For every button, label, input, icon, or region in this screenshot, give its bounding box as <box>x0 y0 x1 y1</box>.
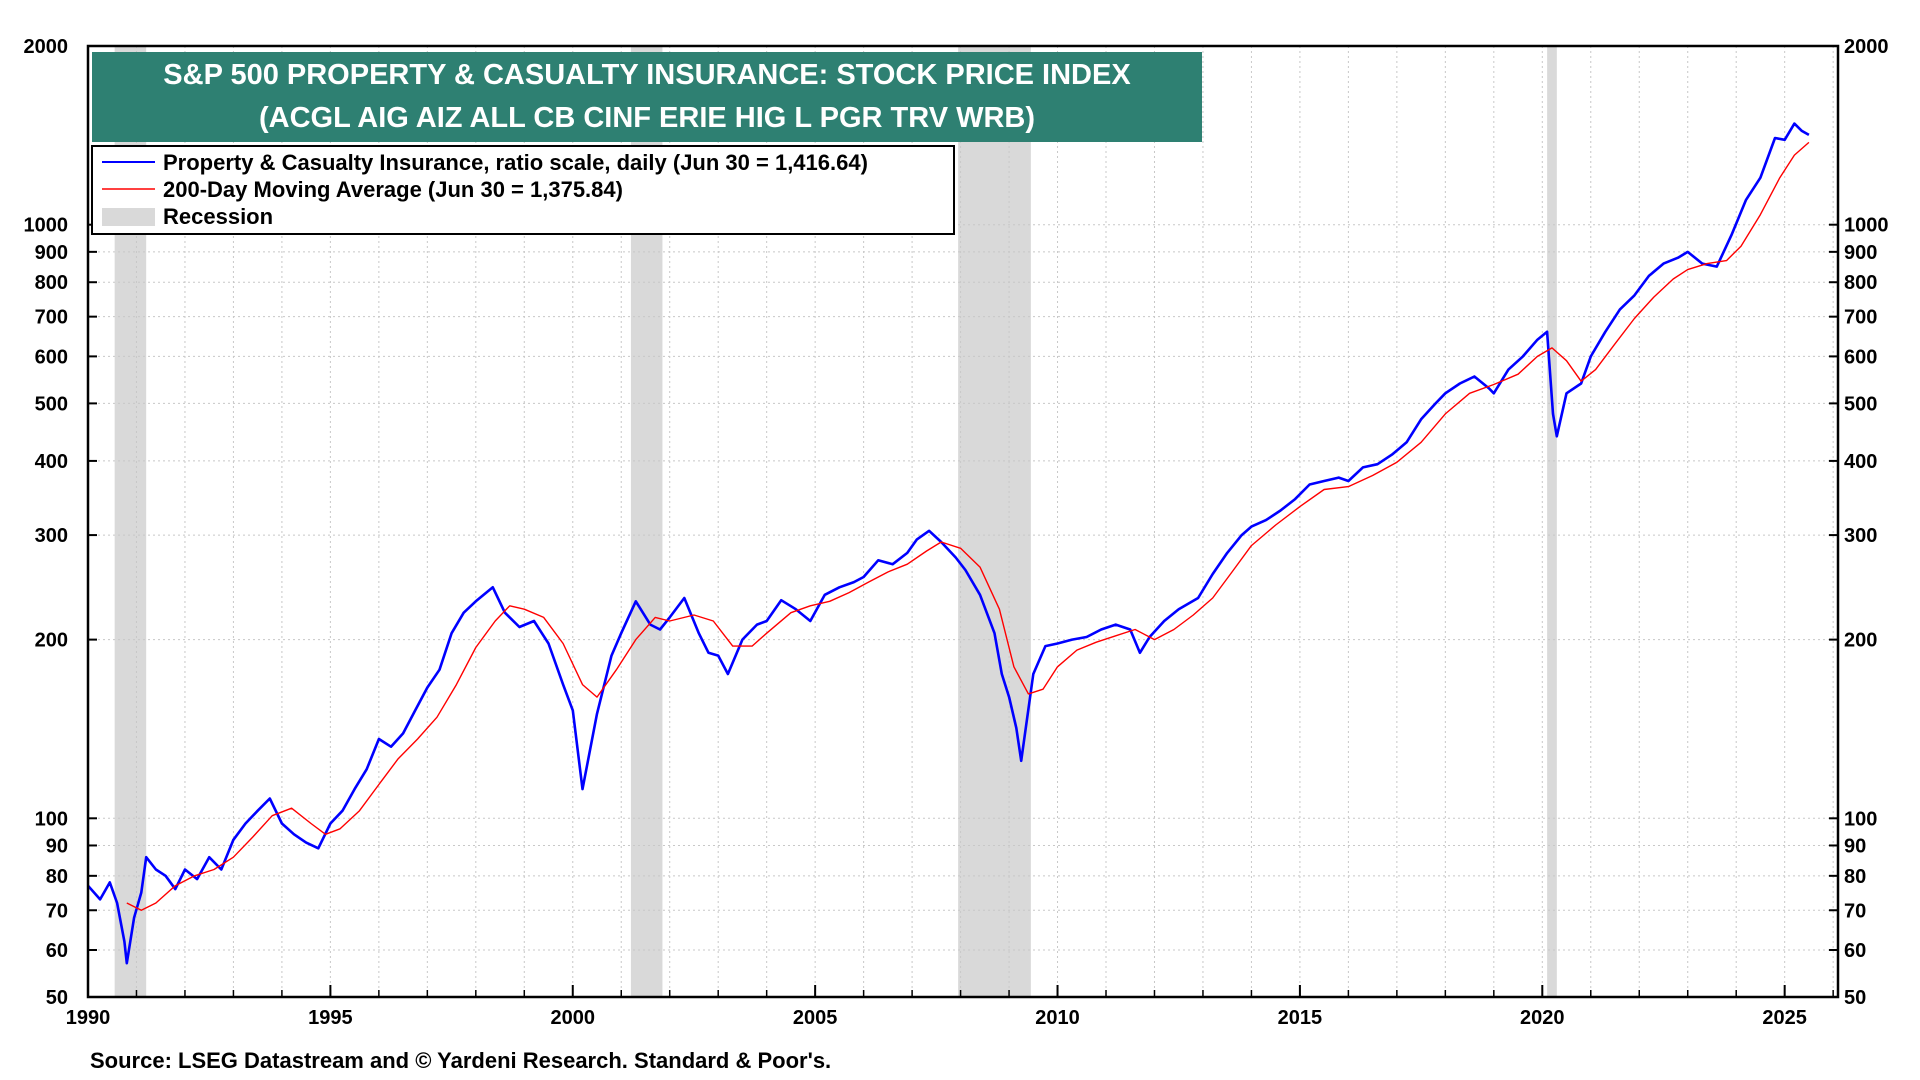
y-tick-label-left: 500 <box>35 393 68 415</box>
legend-box <box>91 145 955 235</box>
x-tick-label: 2010 <box>1035 1007 1080 1029</box>
y-tick-label-right: 400 <box>1844 451 1877 473</box>
y-tick-label-left: 2000 <box>24 36 69 58</box>
y-tick-label-right: 2000 <box>1844 36 1889 58</box>
y-tick-label-right: 700 <box>1844 307 1877 329</box>
legend: Property & Casualty Insurance, ratio sca… <box>91 145 955 235</box>
x-tick-label: 1995 <box>308 1007 353 1029</box>
x-tick-label: 2020 <box>1520 1007 1565 1029</box>
source-note: Source: LSEG Datastream and © Yardeni Re… <box>90 1048 831 1073</box>
series-line-moving-average <box>126 141 1810 911</box>
legend-label-moving-average: 200-Day Moving Average (Jun 30 = 1,375.8… <box>163 177 623 202</box>
chart-title-line1: S&P 500 PROPERTY & CASUALTY INSURANCE: S… <box>163 59 1131 91</box>
y-tick-label-right: 90 <box>1844 835 1866 857</box>
y-tick-label-right: 80 <box>1844 866 1866 888</box>
y-tick-label-left: 100 <box>35 808 68 830</box>
plot-frame <box>86 44 1840 999</box>
y-tick-label-right: 60 <box>1844 940 1866 962</box>
y-tick-label-right: 300 <box>1844 525 1877 547</box>
axis-ticks: 2000 2000 1000 1000 900 900 800 800 700 700 600 600… <box>24 36 1889 1029</box>
y-tick-label-left: 800 <box>35 272 68 294</box>
chart-title-line2: (ACGL AIG AIZ ALL CB CINF ERIE HIG L PGR… <box>259 102 1035 134</box>
y-tick-label-left: 60 <box>46 940 68 962</box>
y-tick-label-left: 700 <box>35 307 68 329</box>
y-tick-label-left: 300 <box>35 525 68 547</box>
plot-border <box>86 44 1840 999</box>
recession-band <box>958 46 1031 997</box>
y-tick-label-right: 70 <box>1844 900 1866 922</box>
title-banner: S&P 500 PROPERTY & CASUALTY INSURANCE: S… <box>92 52 1202 142</box>
y-tick-label-right: 1000 <box>1844 215 1889 237</box>
y-tick-label-right: 500 <box>1844 393 1877 415</box>
y-tick-label-left: 900 <box>35 242 68 264</box>
x-tick-label: 2025 <box>1762 1007 1807 1029</box>
y-tick-label-left: 1000 <box>24 215 69 237</box>
y-tick-label-left: 80 <box>46 866 68 888</box>
y-tick-label-left: 70 <box>46 900 68 922</box>
y-tick-label-left: 90 <box>46 835 68 857</box>
x-tick-label: 2015 <box>1278 1007 1323 1029</box>
series-lines <box>87 122 1810 965</box>
recession-band <box>1547 46 1557 997</box>
y-tick-label-right: 100 <box>1844 808 1877 830</box>
series-line-price <box>87 122 1810 965</box>
y-tick-label-left: 200 <box>35 630 68 652</box>
x-tick-label: 1990 <box>66 1007 111 1029</box>
legend-label-recession: Recession <box>163 204 273 229</box>
title-banner-bg <box>92 52 1202 142</box>
y-tick-label-right: 900 <box>1844 242 1877 264</box>
y-tick-label-right: 200 <box>1844 630 1877 652</box>
y-tick-label-right: 800 <box>1844 272 1877 294</box>
y-tick-label-left: 50 <box>46 987 68 1009</box>
y-tick-label-left: 600 <box>35 346 68 368</box>
y-tick-label-right: 600 <box>1844 346 1877 368</box>
x-tick-label: 2005 <box>793 1007 838 1029</box>
y-tick-label-right: 50 <box>1844 987 1866 1009</box>
legend-swatch-recession <box>102 208 155 226</box>
legend-label-price: Property & Casualty Insurance, ratio sca… <box>163 150 868 175</box>
x-tick-label: 2000 <box>551 1007 596 1029</box>
y-tick-label-left: 400 <box>35 451 68 473</box>
